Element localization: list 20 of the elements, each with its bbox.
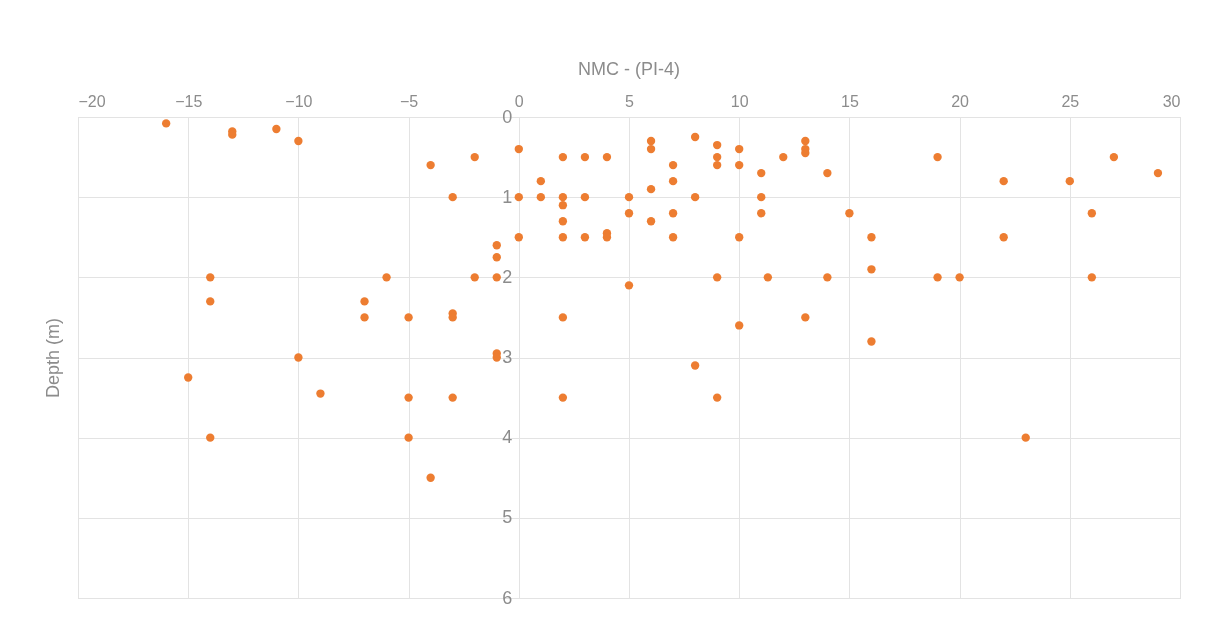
x-tick-label: 10 [730, 92, 749, 110]
chart-title: NMC - (PI-4) [578, 59, 680, 79]
x-tick-label: −15 [175, 92, 203, 110]
y-axis-title: Depth (m) [42, 317, 63, 399]
y-tick-label: 2 [502, 266, 513, 287]
x-tick-label: −20 [78, 92, 106, 110]
y-tick-label: 1 [502, 186, 513, 207]
x-tick-label: 20 [951, 92, 970, 110]
x-tick-label: −5 [399, 92, 419, 110]
x-tick-label: 15 [841, 92, 859, 110]
y-tick-label: 0 [502, 106, 513, 127]
y-tick-label: 3 [502, 347, 513, 367]
x-tick-label: 5 [625, 92, 635, 110]
x-tick-label: 25 [1061, 92, 1080, 110]
x-tick-label: 0 [514, 92, 524, 110]
y-tick-label: 6 [502, 587, 513, 608]
y-tick-label: 4 [502, 427, 513, 448]
y-tick-label: 5 [502, 507, 513, 528]
x-tick-label: 30 [1162, 92, 1181, 110]
x-tick-label: −10 [285, 92, 313, 110]
